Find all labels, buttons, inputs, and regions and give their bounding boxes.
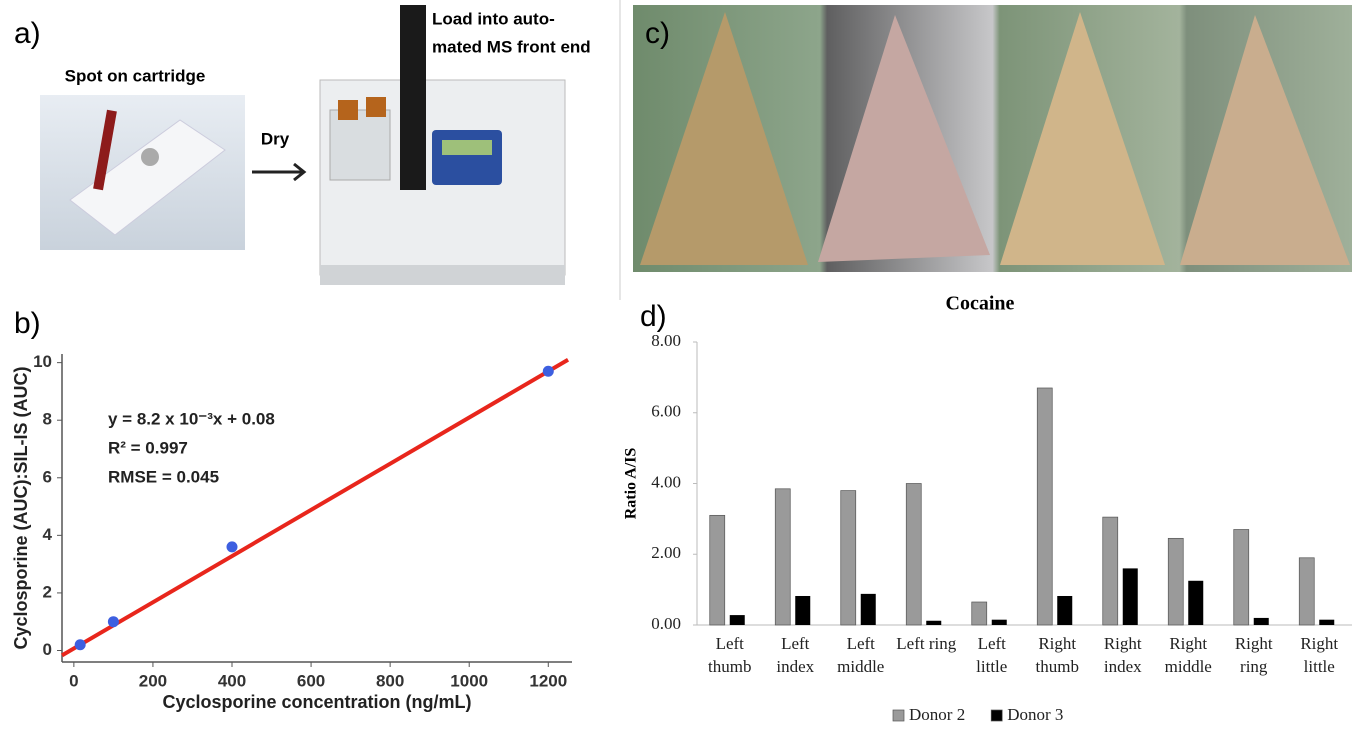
x-tick-label: Right ring: [1223, 633, 1285, 679]
data-point: [543, 366, 554, 377]
panel-label: a): [14, 17, 41, 50]
instrument-arm: [400, 5, 426, 190]
bar: [1299, 558, 1314, 625]
chart-title: Cocaine: [946, 293, 1015, 315]
y-tick-label: 4: [43, 525, 53, 544]
x-tick-label: Left little: [961, 633, 1023, 679]
panel-label: b): [14, 307, 41, 340]
bar: [1254, 618, 1269, 625]
y-tick-label: 6: [43, 467, 52, 486]
x-tick-label: Right thumb: [1026, 633, 1088, 679]
x-tick-label: 800: [376, 671, 404, 690]
caption: Load into auto-: [432, 9, 555, 28]
x-tick-label: 0: [69, 671, 78, 690]
instrument-base: [320, 265, 565, 285]
bar: [1319, 620, 1334, 625]
y-tick-label: 8.00: [651, 331, 681, 350]
y-tick-label: 0: [43, 640, 52, 659]
x-tick-label: Right index: [1092, 633, 1154, 679]
annotation: R² = 0.997: [108, 438, 188, 457]
bottle-cap: [366, 97, 386, 117]
bar: [926, 621, 941, 625]
data-point: [108, 616, 119, 627]
data-point: [75, 639, 86, 650]
caption: Dry: [261, 129, 290, 148]
x-tick-label: 1000: [450, 671, 488, 690]
bar: [1123, 568, 1138, 625]
y-tick-label: 2.00: [651, 543, 681, 562]
x-axis-label: Cyclosporine concentration (ng/mL): [162, 692, 471, 712]
legend-label: Donor 3: [1007, 705, 1063, 724]
x-tick-label: 400: [218, 671, 246, 690]
bar: [1188, 581, 1203, 625]
bar: [906, 484, 921, 626]
x-tick-label: 200: [139, 671, 167, 690]
bar: [861, 594, 876, 625]
y-tick-label: 2: [43, 582, 52, 601]
y-tick-label: 6.00: [651, 402, 681, 421]
panel-label: d): [640, 300, 667, 333]
x-tick-label: Left middle: [830, 633, 892, 679]
y-axis-label: Cyclosporine (AUC):SIL-IS (AUC): [11, 366, 31, 649]
y-tick-label: 4.00: [651, 472, 681, 491]
y-tick-label: 0.00: [651, 614, 681, 633]
legend-swatch: [991, 710, 1002, 721]
caption: Spot on cartridge: [65, 66, 206, 85]
bar: [972, 602, 987, 625]
x-tick-label: Left ring: [895, 633, 957, 656]
figure: a) b) c) d) Spot on cartridge Dry Load i…: [0, 0, 1358, 730]
caption: mated MS front end: [432, 37, 591, 56]
annotation: RMSE = 0.045: [108, 467, 219, 486]
bar: [1103, 517, 1118, 625]
bar: [795, 596, 810, 625]
bar: [1234, 529, 1249, 625]
y-tick-label: 8: [43, 410, 52, 429]
bar: [992, 620, 1007, 625]
bottle-cap: [338, 100, 358, 120]
x-tick-label: 600: [297, 671, 325, 690]
bar: [1168, 538, 1183, 625]
panel-label: c): [645, 17, 670, 50]
bottle-tray: [330, 110, 390, 180]
bar: [841, 491, 856, 625]
x-tick-label: Left thumb: [699, 633, 761, 679]
y-tick-label: 10: [33, 352, 52, 371]
bar: [1057, 596, 1072, 625]
control-panel: [432, 130, 502, 185]
display: [442, 140, 492, 155]
bar: [730, 615, 745, 625]
figure-canvas: a) b) c) d) Spot on cartridge Dry Load i…: [0, 0, 1358, 730]
legend-swatch: [893, 710, 904, 721]
x-tick-label: Left index: [764, 633, 826, 679]
annotation: y = 8.2 x 10⁻³x + 0.08: [108, 409, 275, 428]
legend-label: Donor 2: [909, 705, 965, 724]
x-tick-label: Right little: [1288, 633, 1350, 679]
x-tick-label: 1200: [529, 671, 567, 690]
data-point: [227, 541, 238, 552]
bar: [1037, 388, 1052, 625]
fit-line: [62, 360, 568, 656]
bar: [710, 515, 725, 625]
screw: [141, 148, 159, 166]
y-axis-label: Ratio A/IS: [623, 448, 640, 520]
x-tick-label: Right middle: [1157, 633, 1219, 679]
bar: [775, 489, 790, 625]
